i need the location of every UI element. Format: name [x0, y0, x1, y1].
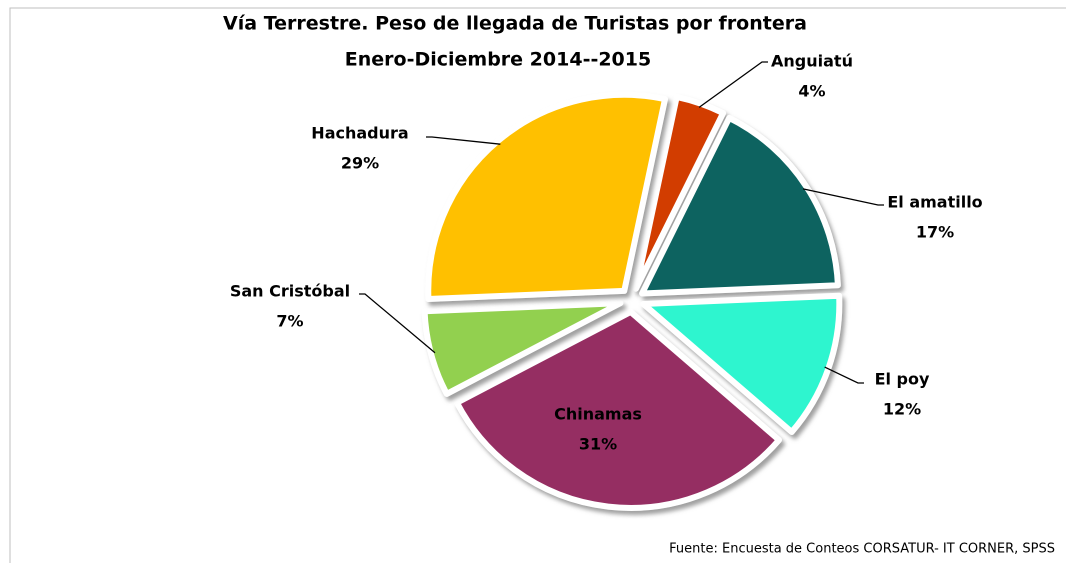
slice-label: San Cristóbal [230, 282, 350, 301]
source-note: Fuente: Encuesta de Conteos CORSATUR- IT… [669, 542, 1055, 557]
slice-label: Anguiatú [771, 52, 853, 71]
slice-value-label: 12% [883, 400, 921, 419]
leader-line [802, 188, 884, 206]
slice-label: El poy [875, 370, 930, 389]
leader-line [359, 293, 436, 354]
slice-label: El amatillo [887, 193, 982, 212]
chart-title: Vía Terrestre. Peso de llegada de Turist… [223, 13, 807, 35]
leader-line [426, 136, 501, 145]
slice-label: Chinamas [554, 405, 642, 424]
slice-label: Hachadura [311, 124, 408, 143]
pie-slice [421, 300, 624, 397]
pie-slice [453, 308, 782, 511]
slice-value-label: 29% [341, 154, 379, 173]
slice-value-label: 31% [579, 435, 617, 454]
leader-line [824, 366, 864, 384]
pie-slice [639, 114, 841, 297]
slice-value-label: 4% [798, 82, 825, 101]
chart-border [9, 7, 1066, 563]
pie-slice [425, 91, 669, 303]
leader-line [698, 61, 768, 108]
slice-value-label: 7% [276, 312, 303, 331]
chart-subtitle: Enero-Diciembre 2014--2015 [345, 49, 651, 71]
slice-value-label: 17% [916, 223, 954, 242]
pie [421, 91, 843, 511]
pie-slice [632, 93, 727, 292]
labels: Anguiatú 4% El amatillo 17% El poy 12% Chinama… [230, 52, 983, 454]
